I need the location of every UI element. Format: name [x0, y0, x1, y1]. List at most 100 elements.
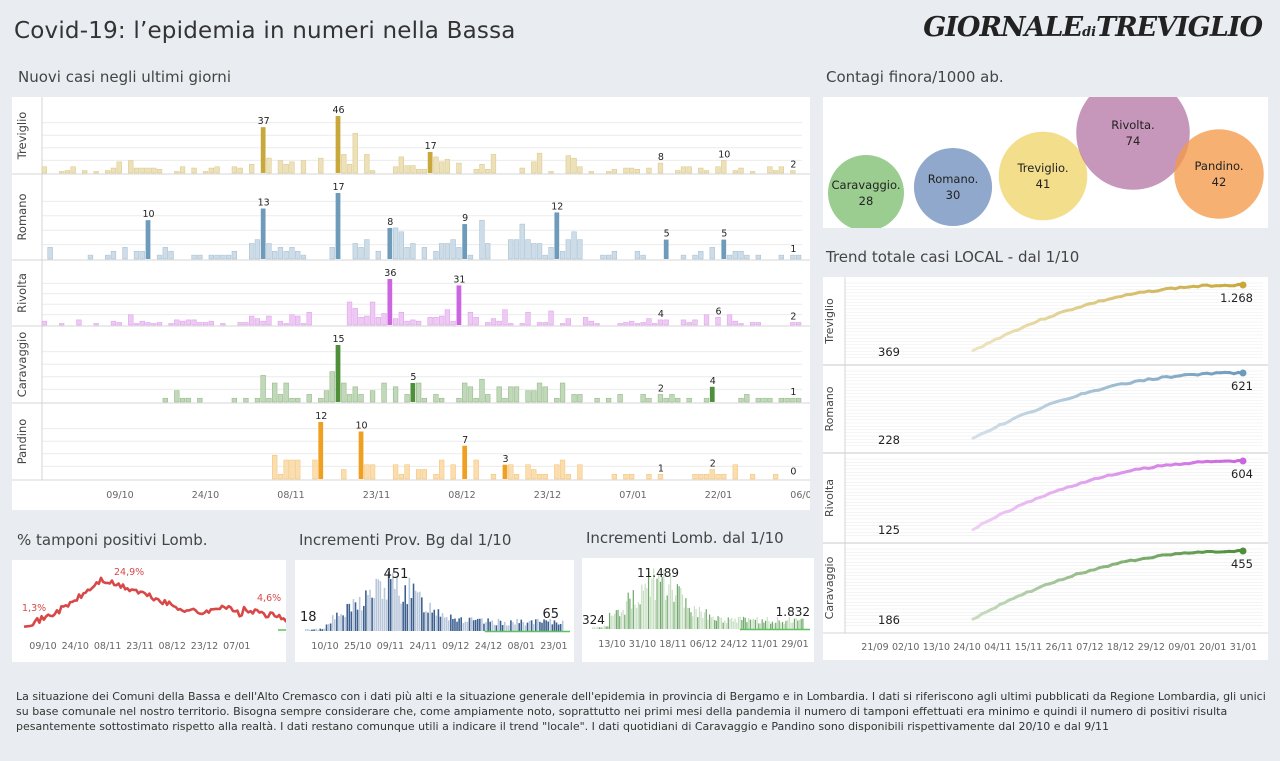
- daily-bar: [243, 322, 249, 326]
- increment-bar: [462, 623, 465, 631]
- daily-bar: [93, 323, 99, 326]
- increment-label: 324: [582, 613, 605, 627]
- bubble: [828, 155, 904, 228]
- daily-value-label: 3: [502, 454, 508, 465]
- daily-bar: [732, 250, 738, 260]
- daily-bar: [439, 397, 445, 403]
- daily-bar: [525, 311, 531, 326]
- daily-bar: [421, 397, 428, 403]
- increment-x-tick: 23/01: [540, 641, 567, 652]
- daily-bar: [59, 323, 65, 326]
- increment-bar: [725, 623, 728, 629]
- daily-bar: [657, 319, 664, 326]
- increment-bar: [607, 626, 609, 629]
- daily-bar: [289, 459, 295, 480]
- daily-row-label: Treviglio: [15, 112, 29, 161]
- increment-bar: [414, 590, 417, 631]
- daily-value-label: 12: [315, 411, 327, 422]
- daily-bar: [542, 474, 548, 480]
- increment-bar: [797, 620, 799, 629]
- daily-bar: [392, 386, 399, 403]
- increment-bar: [433, 609, 436, 631]
- increment-bar: [421, 597, 423, 631]
- increment-bar: [418, 591, 421, 631]
- increment-bar: [427, 612, 429, 631]
- lombardia-section-title: Incrementi Lomb. dal 1/10: [586, 529, 784, 547]
- trend-x-tick: 15/11: [1015, 642, 1042, 653]
- daily-bar: [629, 167, 635, 174]
- increment-bar: [710, 617, 712, 629]
- increment-bar: [742, 616, 745, 629]
- daily-bar: [577, 239, 583, 260]
- daily-bar: [254, 239, 261, 260]
- daily-bar: [369, 390, 376, 403]
- increment-bar: [476, 618, 479, 631]
- daily-bar: [392, 318, 399, 326]
- logo-main: GIORNALE: [923, 12, 1083, 43]
- bubble-name: Treviglio.: [1016, 161, 1068, 175]
- bergamo-increments-chart: 18 451 65 10/10 25/10 09/11 24/11 09/12 24/12 08/…: [295, 560, 574, 662]
- daily-bar: [450, 464, 456, 480]
- daily-bar: [110, 250, 117, 260]
- increment-bar: [334, 619, 336, 631]
- daily-bar: [202, 171, 209, 174]
- increment-bar: [642, 590, 645, 629]
- daily-bar: [145, 322, 151, 326]
- daily-bar: [646, 474, 652, 480]
- increment-bar: [373, 598, 375, 631]
- daily-bar: [525, 239, 531, 260]
- increment-bar: [670, 576, 672, 629]
- trend-section-title: Trend totale casi LOCAL - dal 1/10: [826, 248, 1080, 266]
- increment-bar: [637, 602, 639, 629]
- daily-bar: [404, 464, 410, 480]
- daily-bar: [375, 250, 381, 260]
- increment-bar: [749, 619, 751, 629]
- daily-bar: [502, 309, 508, 326]
- increment-bar: [423, 612, 425, 631]
- daily-bar: [444, 243, 451, 260]
- daily-bar: [266, 315, 272, 326]
- increment-bar: [605, 626, 607, 629]
- daily-bar: [548, 247, 554, 260]
- increment-bar: [518, 623, 520, 631]
- daily-bar: [369, 301, 376, 326]
- increment-bar: [344, 617, 346, 631]
- increment-bar: [541, 622, 543, 631]
- increment-bar: [787, 619, 789, 629]
- daily-bar: [156, 322, 163, 326]
- daily-bar: [318, 422, 324, 479]
- daily-bar: [191, 167, 197, 174]
- daily-x-tick: 09/10: [106, 490, 133, 501]
- daily-bar: [669, 394, 675, 403]
- increment-bar: [703, 612, 706, 629]
- increment-x-tick: 10/10: [311, 641, 338, 652]
- daily-bar: [554, 212, 560, 259]
- daily-value-label: 1: [790, 387, 796, 398]
- trend-end-point: [1239, 281, 1247, 289]
- daily-bar: [554, 464, 560, 480]
- increment-bar: [641, 584, 643, 629]
- daily-bar: [295, 250, 301, 260]
- daily-bar: [634, 169, 641, 174]
- increment-bar: [557, 624, 560, 631]
- increment-bar: [346, 603, 349, 631]
- daily-bar: [272, 382, 278, 403]
- positivity-x-tick: 23/11: [126, 641, 153, 652]
- daily-bar: [703, 314, 710, 326]
- trend-x-tick: 29/12: [1138, 642, 1165, 653]
- positivity-line: [23, 576, 286, 629]
- increment-bar: [441, 613, 444, 631]
- daily-bar: [738, 323, 744, 326]
- increment-bar: [727, 617, 729, 629]
- trend-end-point: [1239, 457, 1247, 465]
- increment-bar: [450, 614, 452, 631]
- daily-bar: [208, 254, 214, 260]
- increment-bar: [685, 598, 687, 629]
- daily-bar: [721, 160, 727, 174]
- increment-bar: [431, 612, 433, 631]
- increment-bar: [746, 622, 748, 629]
- increment-bar: [729, 619, 731, 629]
- increment-bar: [664, 599, 667, 629]
- daily-bar: [197, 254, 203, 260]
- daily-bar: [289, 161, 295, 174]
